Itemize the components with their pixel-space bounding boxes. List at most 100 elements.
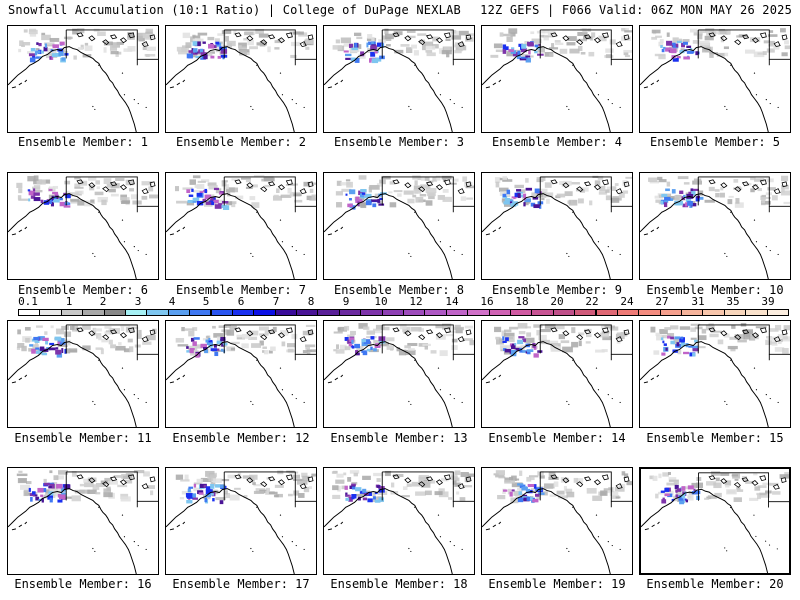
ensemble-member-map	[323, 467, 475, 575]
ensemble-member-map	[165, 25, 317, 133]
colorbar-swatch	[381, 309, 404, 316]
snowfall-map	[8, 28, 158, 132]
ensemble-member-label: Ensemble Member: 10	[646, 283, 784, 297]
snowfall-map	[8, 470, 158, 574]
ensemble-member-map	[481, 172, 633, 280]
colorbar-tick-label: 14	[445, 295, 459, 308]
colorbar-swatch	[467, 309, 490, 316]
colorbar-tick-label: 9	[342, 295, 350, 308]
ensemble-member-label: Ensemble Member: 15	[646, 431, 784, 445]
snowfall-map	[166, 324, 316, 427]
colorbar-tick-label: 6	[237, 295, 245, 308]
colorbar-swatch	[103, 309, 126, 316]
colorbar-swatch	[766, 309, 789, 316]
ensemble-member-map	[639, 25, 791, 133]
colorbar-swatch	[124, 309, 148, 316]
ensemble-member-label: Ensemble Member: 17	[172, 577, 310, 591]
snowfall-map	[640, 28, 790, 132]
colorbar-tick-label: 4	[168, 295, 176, 308]
colorbar-swatch	[39, 309, 62, 316]
snowfall-map	[482, 470, 632, 574]
colorbar-swatch	[574, 309, 597, 316]
colorbar-swatch	[509, 309, 533, 316]
ensemble-member-label: Ensemble Member: 1	[17, 135, 149, 149]
ensemble-member-map	[7, 467, 159, 575]
snowfall-map	[166, 29, 316, 132]
colorbar-tick-label: 0.1	[18, 295, 38, 308]
snowfall-map	[482, 323, 632, 427]
snowfall-map	[324, 175, 474, 279]
ensemble-member-map	[7, 172, 159, 280]
ensemble-member-label: Ensemble Member: 18	[330, 577, 468, 591]
ensemble-member-label: Ensemble Member: 11	[14, 431, 152, 445]
colorbar-swatch	[595, 309, 618, 316]
ensemble-member-label: Ensemble Member: 7	[175, 283, 307, 297]
map-title: Snowfall Accumulation (10:1 Ratio) | Col…	[8, 3, 461, 17]
ensemble-member-label: Ensemble Member: 9	[491, 283, 623, 297]
colorbar-swatch	[723, 309, 747, 316]
colorbar-tick-label: 3	[134, 295, 142, 308]
colorbar-swatch	[488, 309, 511, 316]
colorbar-swatch	[146, 309, 169, 316]
snowfall-map	[482, 28, 632, 132]
colorbar-swatch	[338, 309, 362, 316]
ensemble-member-map	[165, 467, 317, 575]
colorbar-swatch	[210, 309, 233, 316]
colorbar-tick-label: 24	[620, 295, 634, 308]
colorbar-swatch	[745, 309, 768, 316]
colorbar-swatch	[531, 309, 554, 316]
colorbar-swatch	[424, 309, 447, 316]
colorbar-swatch	[360, 309, 383, 316]
ensemble-member-label: Ensemble Member: 4	[491, 135, 623, 149]
snowfall-map	[8, 175, 158, 279]
ensemble-member-label: Ensemble Member: 8	[333, 283, 465, 297]
run-valid-time: 12Z GEFS | F066 Valid: 06Z MON MAY 26 20…	[480, 3, 792, 17]
colorbar-swatch	[296, 309, 319, 316]
colorbar-swatch	[317, 309, 340, 316]
colorbar-tick-label: 2	[99, 295, 107, 308]
colorbar-tick-label: 31	[691, 295, 705, 308]
ensemble-member-label: Ensemble Member: 13	[330, 431, 468, 445]
colorbar-swatch	[82, 309, 105, 316]
colorbar-tick-label: 35	[726, 295, 740, 308]
snowfall-map	[324, 470, 474, 574]
colorbar-tick-label: 39	[761, 295, 775, 308]
colorbar-tick-label: 12	[409, 295, 423, 308]
ensemble-member-label: Ensemble Member: 16	[14, 577, 152, 591]
ensemble-member-map	[481, 25, 633, 133]
colorbar-swatch	[659, 309, 683, 316]
colorbar-swatch	[60, 309, 84, 316]
colorbar-swatch	[274, 309, 298, 316]
ensemble-member-label: Ensemble Member: 2	[175, 135, 307, 149]
colorbar-tick-label: 16	[480, 295, 494, 308]
ensemble-member-label: Ensemble Member: 20	[646, 577, 784, 591]
colorbar-tick-label: 27	[655, 295, 669, 308]
snowfall-map	[166, 470, 316, 574]
snowfall-map	[640, 175, 790, 279]
ensemble-member-map	[323, 25, 475, 133]
colorbar-swatch	[638, 309, 661, 316]
snowfall-map	[324, 28, 474, 132]
colorbar-tick-label: 1	[65, 295, 73, 308]
snowfall-map	[482, 175, 632, 279]
ensemble-member-map	[7, 320, 159, 428]
colorbar-tick-label: 10	[374, 295, 388, 308]
colorbar-swatch	[702, 309, 725, 316]
ensemble-member-map	[639, 320, 791, 428]
colorbar-swatch	[552, 309, 576, 316]
ensemble-member-label: Ensemble Member: 14	[488, 431, 626, 445]
ensemble-member-map	[165, 320, 317, 428]
snowfall-colorbar: 0.1 1 2 3 4 5 6 7 8 9 10 12 14 16 18 20 22 24 27 31 35 39	[8, 295, 789, 320]
snowfall-map	[640, 322, 790, 427]
ensemble-member-map	[481, 467, 633, 575]
ensemble-member-label: Ensemble Member: 6	[17, 283, 149, 297]
ensemble-member-map	[639, 172, 791, 280]
colorbar-tick-label: 18	[515, 295, 529, 308]
colorbar-swatch	[231, 309, 255, 316]
colorbar-tick-label: 7	[272, 295, 280, 308]
snowfall-map	[641, 471, 789, 573]
ensemble-member-map	[481, 320, 633, 428]
ensemble-member-label: Ensemble Member: 5	[649, 135, 781, 149]
ensemble-member-label: Ensemble Member: 19	[488, 577, 626, 591]
colorbar-tick-label: 20	[550, 295, 564, 308]
